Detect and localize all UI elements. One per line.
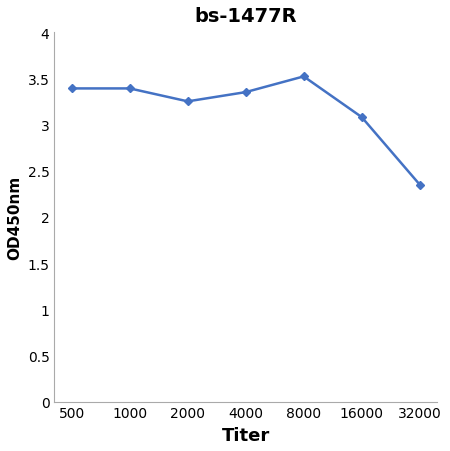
Y-axis label: OD450nm: OD450nm <box>7 175 22 259</box>
Title: bs-1477R: bs-1477R <box>194 7 297 26</box>
X-axis label: Titer: Titer <box>221 426 270 444</box>
